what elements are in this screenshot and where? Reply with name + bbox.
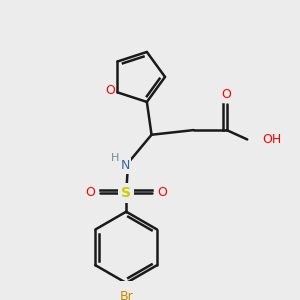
Text: S: S xyxy=(121,186,131,200)
Text: O: O xyxy=(85,186,95,200)
Text: OH: OH xyxy=(262,133,281,146)
Text: Br: Br xyxy=(119,290,133,300)
Text: O: O xyxy=(157,186,167,200)
Text: N: N xyxy=(121,159,130,172)
Text: H: H xyxy=(111,153,119,163)
Text: O: O xyxy=(105,84,115,97)
Text: O: O xyxy=(222,88,232,101)
